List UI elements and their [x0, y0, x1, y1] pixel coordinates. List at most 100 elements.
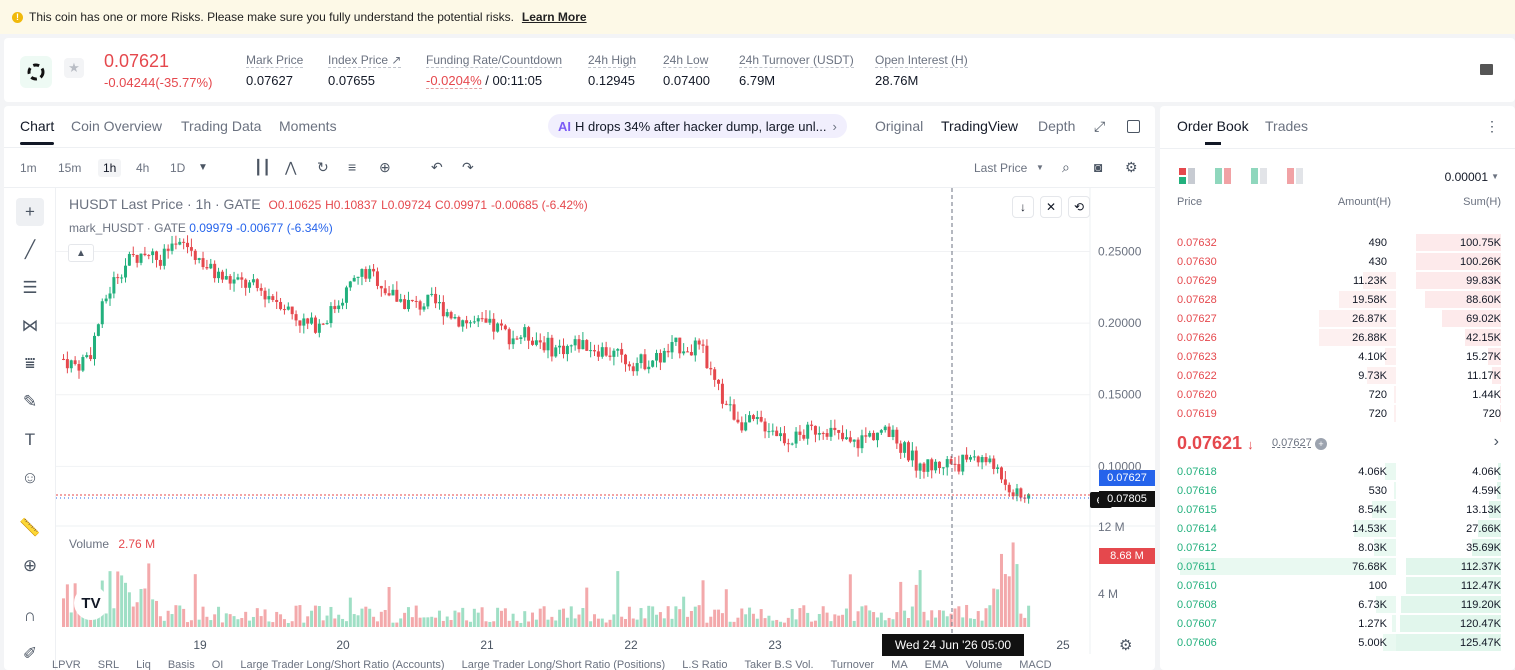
tf-1d[interactable]: 1D: [170, 161, 186, 175]
bid-row[interactable]: 0.07611 76.68K 112.37K: [1160, 557, 1515, 576]
favorite-star-icon[interactable]: ★: [64, 58, 84, 78]
indicator-shortcut[interactable]: EMA: [924, 659, 949, 670]
indicator-shortcut[interactable]: Turnover: [830, 659, 875, 670]
ask-row[interactable]: 0.07623 4.10K 15.27K: [1160, 347, 1515, 366]
scroll-down-icon[interactable]: ↓: [1012, 196, 1034, 218]
tab-coin-overview[interactable]: Coin Overview: [71, 118, 163, 134]
fullscreen-icon[interactable]: [1127, 120, 1140, 133]
tab-trading-data[interactable]: Trading Data: [181, 118, 262, 134]
stat-label[interactable]: 24h Low: [663, 53, 709, 68]
ask-row[interactable]: 0.07620 720 1.44K: [1160, 385, 1515, 404]
ask-row[interactable]: 0.07627 26.87K 69.02K: [1160, 309, 1515, 328]
tab-chart[interactable]: Chart: [20, 118, 55, 145]
indicator-shortcut[interactable]: Large Trader Long/Short Ratio (Positions…: [461, 659, 666, 670]
reset-icon[interactable]: ⟲: [1068, 196, 1090, 218]
stat-label[interactable]: 24h High: [588, 53, 637, 68]
bid-row[interactable]: 0.07606 5.00K 125.47K: [1160, 633, 1515, 652]
indicator-shortcut[interactable]: L.S Ratio: [682, 659, 728, 670]
indicator-shortcut[interactable]: LPVR: [52, 659, 81, 670]
candlestick-chart[interactable]: 0.25000 0.20000 0.15000 0.10000 12 M 4 M 19 20 2…: [56, 188, 1155, 670]
tf-1h[interactable]: 1h: [98, 159, 122, 177]
undo-icon[interactable]: ↶: [431, 159, 443, 175]
bid-row[interactable]: 0.07614 14.53K 27.66K: [1160, 519, 1515, 538]
view-both-icon[interactable]: [1179, 168, 1195, 184]
indicator-shortcut[interactable]: MA: [891, 659, 908, 670]
zoom-in-icon[interactable]: ⊕: [22, 556, 38, 575]
crosshair-icon[interactable]: +: [16, 198, 44, 226]
price-source-select[interactable]: Last Price: [974, 161, 1028, 175]
indicator-shortcut[interactable]: Basis: [167, 659, 195, 670]
tab-trades[interactable]: Trades: [1265, 118, 1309, 134]
mark-info-icon[interactable]: +: [1315, 438, 1327, 450]
collapse-legend-icon[interactable]: ▲: [68, 244, 94, 262]
camera-icon[interactable]: ◙: [1094, 159, 1103, 175]
bid-row[interactable]: 0.07616 530 4.59K: [1160, 481, 1515, 500]
tf-1m[interactable]: 1m: [20, 161, 37, 175]
horizontal-lines-icon[interactable]: ☰: [22, 278, 38, 297]
stat-label[interactable]: Mark Price: [246, 53, 304, 68]
indicator-shortcut[interactable]: Volume: [965, 659, 1003, 670]
search-icon[interactable]: ⌕: [1062, 159, 1070, 175]
learn-more-link[interactable]: Learn More: [521, 10, 587, 24]
ai-news-ticker[interactable]: AI H drops 34% after hacker dump, large …: [548, 114, 847, 138]
tf-dropdown-icon[interactable]: ▼: [198, 162, 208, 173]
bid-row[interactable]: 0.07618 4.06K 4.06K: [1160, 462, 1515, 481]
ask-row[interactable]: 0.07629 11.23K 99.83K: [1160, 271, 1515, 290]
view-bids-icon[interactable]: [1251, 168, 1267, 184]
indicator-shortcut[interactable]: Large Trader Long/Short Ratio (Accounts): [240, 659, 445, 670]
ruler-icon[interactable]: 📏: [19, 518, 41, 537]
indicator-shortcut[interactable]: MACD: [1019, 659, 1052, 670]
stat-label[interactable]: Funding Rate/Countdown: [426, 53, 563, 68]
brush-icon[interactable]: ✎: [22, 392, 38, 411]
stat-label[interactable]: Index Price ↗: [328, 53, 402, 68]
tf-15m[interactable]: 15m: [58, 161, 82, 175]
bid-row[interactable]: 0.07610 100 112.47K: [1160, 576, 1515, 595]
tab-moments[interactable]: Moments: [279, 118, 337, 134]
indicator-shortcut[interactable]: OI: [211, 659, 224, 670]
trend-line-icon[interactable]: ╱: [24, 240, 36, 259]
indicator-shortcut[interactable]: Liq: [136, 659, 151, 670]
view-large-icon[interactable]: [1287, 168, 1303, 184]
view-tradingview[interactable]: TradingView: [941, 118, 1019, 134]
settings-gear-icon[interactable]: ⚙: [1125, 159, 1138, 175]
chart-settings-icon[interactable]: ⚙: [1119, 637, 1133, 654]
ask-row[interactable]: 0.07632 490 100.75K: [1160, 233, 1515, 252]
candle-type-icon[interactable]: ┃┃: [254, 159, 271, 175]
collapse-icon[interactable]: ✕: [1040, 196, 1062, 218]
add-indicator-icon[interactable]: ⊕: [379, 159, 391, 175]
bid-row[interactable]: 0.07607 1.27K 120.47K: [1160, 614, 1515, 633]
indicators-icon[interactable]: ⋀: [285, 159, 297, 175]
view-original[interactable]: Original: [875, 118, 924, 134]
ask-row[interactable]: 0.07628 19.58K 88.60K: [1160, 290, 1515, 309]
pattern-icon[interactable]: ⋈: [21, 316, 39, 335]
replay-icon[interactable]: ↻: [317, 159, 329, 175]
chevron-right-icon[interactable]: ›: [1493, 433, 1499, 450]
templates-icon[interactable]: ≡: [348, 159, 357, 175]
text-tool-icon[interactable]: T: [24, 430, 36, 449]
view-depth[interactable]: Depth: [1038, 118, 1076, 134]
view-asks-icon[interactable]: [1215, 168, 1231, 184]
ask-row[interactable]: 0.07626 26.88K 42.15K: [1160, 328, 1515, 347]
ask-row[interactable]: 0.07630 430 100.26K: [1160, 252, 1515, 271]
emoji-icon[interactable]: ☺: [21, 468, 39, 487]
expand-icon[interactable]: ⤢: [1094, 118, 1106, 134]
stat-label[interactable]: 24h Turnover (USDT): [739, 53, 854, 68]
book-icon[interactable]: [1480, 64, 1493, 75]
precision-select[interactable]: 0.00001: [1444, 170, 1488, 184]
fib-icon[interactable]: ⩸: [24, 354, 36, 373]
chart-plot[interactable]: 0.25000 0.20000 0.15000 0.10000 12 M 4 M 19 20 2…: [52, 188, 1155, 670]
bid-row[interactable]: 0.07615 8.54K 13.13K: [1160, 500, 1515, 519]
bid-row[interactable]: 0.07612 8.03K 35.69K: [1160, 538, 1515, 557]
stat-label[interactable]: Open Interest (H): [875, 53, 968, 68]
tab-order-book[interactable]: Order Book: [1177, 118, 1249, 145]
ask-row[interactable]: 0.07619 720 720: [1160, 404, 1515, 423]
bid-row[interactable]: 0.07608 6.73K 119.20K: [1160, 595, 1515, 614]
pencil-icon[interactable]: ✐: [22, 644, 38, 663]
more-options-icon[interactable]: ⋮: [1485, 118, 1499, 134]
indicator-shortcut[interactable]: Taker B.S Vol.: [744, 659, 814, 670]
tf-4h[interactable]: 4h: [136, 161, 150, 175]
ask-row[interactable]: 0.07622 9.73K 11.17K: [1160, 366, 1515, 385]
redo-icon[interactable]: ↷: [462, 159, 474, 175]
indicator-shortcut[interactable]: SRL: [97, 659, 120, 670]
magnet-icon[interactable]: ∩: [23, 606, 37, 625]
